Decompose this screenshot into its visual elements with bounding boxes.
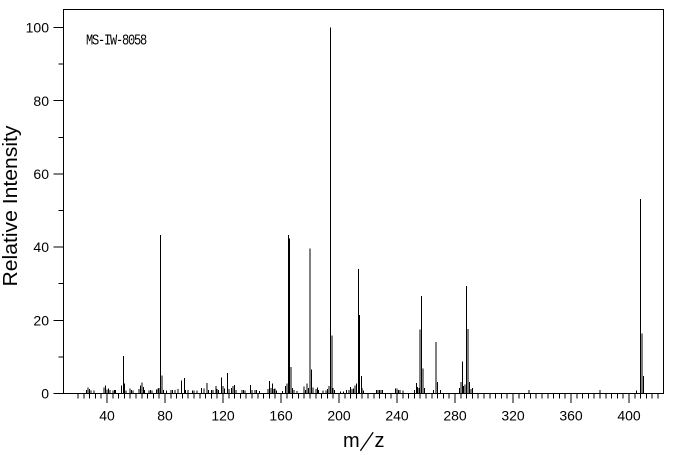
svg-text:200: 200 [327, 408, 351, 424]
svg-text:320: 320 [501, 408, 525, 424]
svg-text:120: 120 [211, 408, 235, 424]
svg-text:280: 280 [443, 408, 467, 424]
svg-text:MS-IW-8058: MS-IW-8058 [86, 34, 147, 51]
svg-text:0: 0 [41, 386, 49, 402]
svg-text:80: 80 [157, 408, 173, 424]
svg-text:240: 240 [385, 408, 409, 424]
svg-text:100: 100 [26, 20, 50, 36]
svg-text:360: 360 [559, 408, 583, 424]
svg-text:80: 80 [33, 93, 49, 109]
svg-text:160: 160 [269, 408, 293, 424]
svg-text:400: 400 [617, 408, 641, 424]
svg-text:m: m [343, 430, 360, 452]
svg-text:20: 20 [33, 312, 49, 328]
svg-text:z: z [375, 430, 385, 452]
svg-text:60: 60 [33, 166, 49, 182]
svg-text:Relative Intensity: Relative Intensity [0, 126, 22, 287]
svg-text:40: 40 [99, 408, 115, 424]
svg-text:40: 40 [33, 239, 49, 255]
